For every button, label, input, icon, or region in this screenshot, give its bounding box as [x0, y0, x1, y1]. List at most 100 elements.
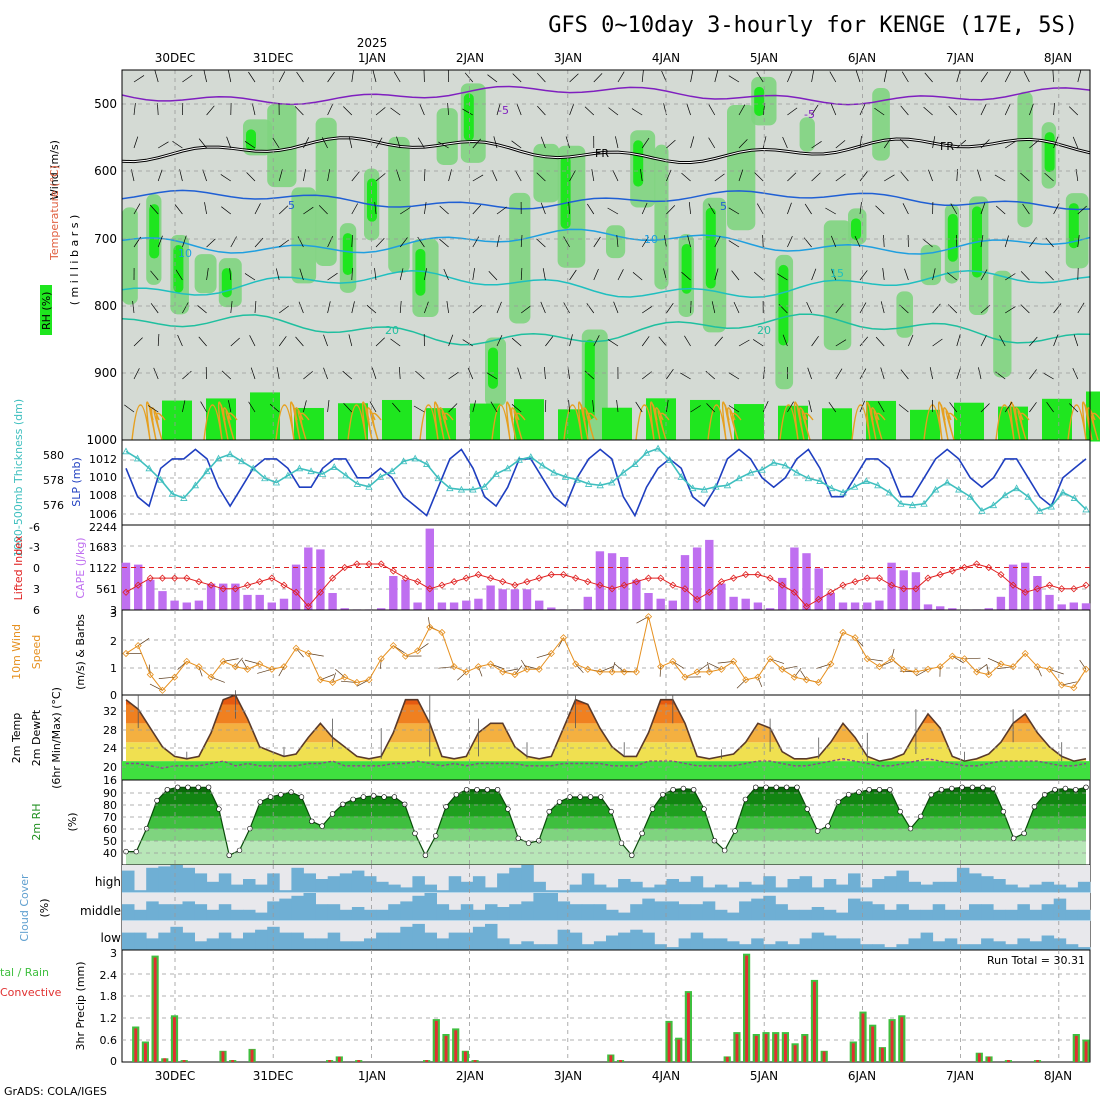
li-point [1058, 585, 1066, 593]
cloud-cell [920, 909, 934, 921]
cloud-cell [146, 938, 159, 950]
rh-point [783, 784, 790, 790]
temp-tick: 28 [103, 724, 117, 737]
rh-point [340, 801, 346, 807]
cape-bar [863, 602, 872, 610]
cloud-cell [848, 898, 861, 921]
wind-barb [399, 237, 408, 248]
wind-speed-point [183, 657, 191, 665]
wind-speed-point [924, 665, 932, 673]
cloud-cell [521, 865, 534, 893]
wind-speed-point [863, 655, 871, 663]
wind-barb [666, 169, 672, 182]
cloud-cell [182, 932, 195, 950]
wind-speed-point [802, 676, 811, 684]
wind-speed-point [134, 642, 142, 650]
li-point [912, 585, 920, 593]
cloud-cell [400, 926, 413, 950]
cape-bar [219, 583, 228, 610]
wind-speed-point [171, 673, 179, 681]
wind-tick: 2 [110, 635, 117, 648]
wind-speed-point [450, 663, 458, 671]
precip-convective-bar [1084, 1041, 1088, 1062]
cloud-cell [376, 932, 389, 950]
slp-tick: 1008 [89, 489, 117, 502]
wind-barb [472, 236, 480, 248]
wind-barb [641, 236, 649, 248]
wind-barb [516, 103, 522, 116]
li-point [401, 574, 410, 582]
wind-barb [343, 402, 353, 413]
wind-barb [1004, 235, 1009, 248]
top-day-label: 5JAN [750, 51, 778, 65]
cloud-cell [581, 904, 595, 921]
temp-tick: 16 [103, 774, 117, 787]
rh-point [422, 852, 429, 858]
cloud-cell [315, 904, 329, 921]
wind-speed-point [742, 676, 750, 684]
wind-barb [900, 369, 909, 380]
cape-bar [377, 608, 386, 610]
rh-region [606, 225, 626, 259]
cape-bar [437, 602, 447, 610]
wind-barb [711, 301, 716, 314]
wind-speed-point [693, 668, 701, 676]
thickness-point [943, 478, 951, 486]
rh-point [267, 794, 274, 800]
rh-region [654, 144, 669, 290]
wind-barb [351, 171, 360, 182]
cape-bar [194, 600, 204, 610]
thickness-point [527, 453, 535, 460]
wind-barb [198, 138, 207, 149]
wind-barb [204, 202, 207, 215]
cloud-cell [497, 873, 510, 893]
wind-barb [374, 268, 377, 281]
precip-convective-bar [444, 1035, 448, 1062]
freezing-contour-inner [121, 137, 1091, 164]
wind-speed-point [426, 623, 434, 631]
li-point [693, 595, 701, 603]
wind-barb [787, 70, 793, 83]
wind-barb [150, 270, 159, 281]
bottom-day-label: 1JAN [358, 1069, 386, 1083]
cloud-cell [872, 904, 885, 921]
wind-barb [980, 139, 990, 149]
rh-region [342, 233, 353, 275]
precip-convective-bar [425, 1060, 429, 1062]
rh-point [794, 784, 800, 790]
cloud-cell [969, 873, 982, 893]
thickness-point [642, 448, 651, 456]
cloud-cell [303, 893, 316, 921]
rh-point [298, 794, 305, 800]
wind-barb [995, 205, 1006, 215]
wind-barb [491, 169, 498, 182]
wind-barb [174, 204, 183, 215]
wind-speed-point [669, 657, 677, 665]
rh-point [494, 786, 501, 793]
cloud-cell [739, 901, 752, 921]
wind-speed-point [960, 655, 969, 663]
wind-barb [753, 271, 764, 281]
slp-tick: 1010 [89, 471, 117, 484]
wind-barb [297, 236, 304, 248]
cloud-cell [702, 938, 716, 950]
rh-point [185, 784, 191, 790]
cape-bar [182, 602, 191, 610]
thickness-point [874, 481, 882, 489]
rh-tick: 50 [103, 835, 117, 848]
wind-speed-point [596, 668, 604, 676]
li-point [450, 578, 458, 586]
rh-point [484, 786, 490, 793]
wind-barb [883, 234, 885, 248]
cape-bar [340, 608, 349, 610]
wind-barb [569, 103, 575, 116]
cloud-cell [1041, 881, 1055, 893]
contour-labels: -5 -5 FR FR 5 5 10 10 15 20 20 [178, 104, 954, 337]
wind-barb [472, 400, 477, 413]
slp-frame [121, 439, 1091, 526]
wind-barb [537, 72, 546, 83]
wind-barb [150, 303, 159, 314]
cloud-cell [763, 876, 776, 893]
cloud-cell [424, 884, 437, 893]
slp-axis-label: SLP (mb) [70, 457, 83, 507]
